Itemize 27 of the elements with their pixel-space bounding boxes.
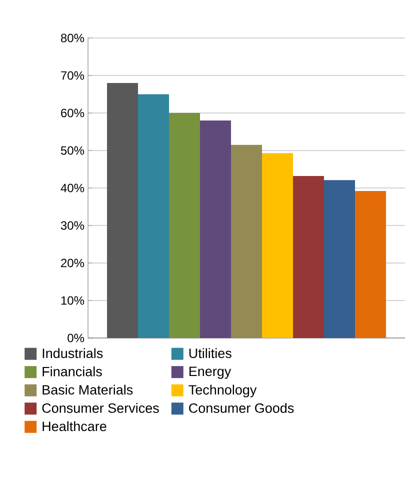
y-tick-label: 70%	[61, 71, 84, 80]
legend-label: Utilities	[189, 348, 232, 358]
bar	[107, 82, 138, 338]
bar	[293, 176, 324, 338]
legend-label: Energy	[189, 366, 232, 379]
legend-label: Industrials	[42, 348, 103, 358]
y-tick-label: 40%	[60, 184, 84, 192]
bar	[355, 191, 386, 338]
bar	[231, 144, 262, 338]
legend-label: Basic Materials	[42, 384, 133, 395]
y-tick-label: 80%	[60, 34, 84, 42]
bar	[262, 153, 294, 338]
y-tick-label: 0%	[68, 334, 84, 342]
legend-label: Financials	[42, 366, 102, 376]
y-tick-label: 10%	[61, 296, 84, 305]
bar	[169, 112, 200, 338]
y-tick-label: 60%	[61, 108, 84, 118]
bar	[324, 180, 356, 338]
legend-label: Consumer Services	[42, 402, 159, 413]
bar	[138, 94, 170, 338]
y-tick-label: 20%	[61, 258, 84, 268]
legend-label: Healthcare	[42, 421, 106, 432]
bar	[200, 120, 232, 338]
y-tick-label: 50%	[60, 146, 84, 155]
legend-label: Consumer Goods	[189, 402, 294, 413]
legend-label: Technology	[188, 384, 257, 398]
y-tick-label: 30%	[60, 221, 84, 230]
